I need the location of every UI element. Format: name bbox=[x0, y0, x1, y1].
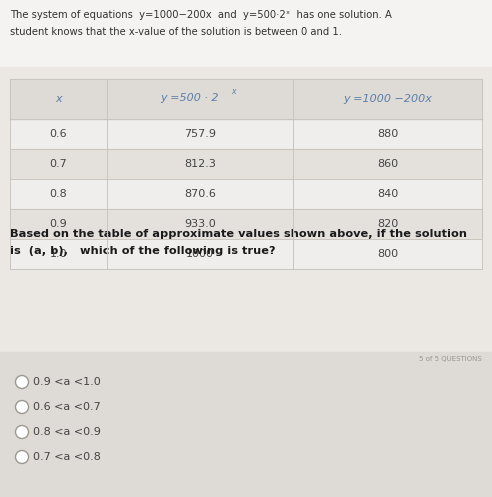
Text: 0.9: 0.9 bbox=[50, 219, 67, 229]
Text: x: x bbox=[55, 94, 62, 104]
Text: Based on the table of approximate values shown above, if the solution: Based on the table of approximate values… bbox=[10, 229, 467, 239]
Text: 812.3: 812.3 bbox=[184, 159, 216, 169]
Bar bbox=[10, 149, 482, 179]
Text: 880: 880 bbox=[377, 129, 398, 139]
Bar bbox=[0, 67, 492, 352]
Circle shape bbox=[16, 425, 29, 438]
Text: 870.6: 870.6 bbox=[184, 189, 216, 199]
Text: 0.7: 0.7 bbox=[50, 159, 67, 169]
Text: 933.0: 933.0 bbox=[184, 219, 216, 229]
Text: 0.7 <a <0.8: 0.7 <a <0.8 bbox=[33, 452, 101, 462]
Text: student knows that the x-value of the solution is between 0 and 1.: student knows that the x-value of the so… bbox=[10, 27, 342, 37]
Text: The system of equations  y=1000−200x  and  y=500·2ˣ  has one solution. A: The system of equations y=1000−200x and … bbox=[10, 10, 392, 20]
Bar bbox=[0, 0, 492, 67]
Bar bbox=[10, 79, 482, 119]
Text: 757.9: 757.9 bbox=[184, 129, 216, 139]
Bar bbox=[10, 119, 482, 149]
Text: 1.0: 1.0 bbox=[50, 249, 67, 259]
Text: 0.8: 0.8 bbox=[50, 189, 67, 199]
Text: 800: 800 bbox=[377, 249, 398, 259]
Circle shape bbox=[16, 376, 29, 389]
Text: 0.8 <a <0.9: 0.8 <a <0.9 bbox=[33, 427, 101, 437]
Text: 0.6: 0.6 bbox=[50, 129, 67, 139]
Bar bbox=[0, 352, 492, 497]
Text: x: x bbox=[231, 86, 235, 95]
Circle shape bbox=[16, 401, 29, 414]
Bar bbox=[10, 209, 482, 239]
Text: 0.9 <a <1.0: 0.9 <a <1.0 bbox=[33, 377, 101, 387]
Text: y =1000 −200x: y =1000 −200x bbox=[343, 94, 432, 104]
Text: 1000: 1000 bbox=[186, 249, 214, 259]
Text: 840: 840 bbox=[377, 189, 398, 199]
Circle shape bbox=[16, 450, 29, 464]
Text: y =500 · 2: y =500 · 2 bbox=[161, 93, 219, 103]
Bar bbox=[10, 239, 482, 269]
Text: 860: 860 bbox=[377, 159, 398, 169]
Text: 5 of 5 QUESTIONS: 5 of 5 QUESTIONS bbox=[419, 356, 482, 362]
Text: is  (a, b),   which of the following is true?: is (a, b), which of the following is tru… bbox=[10, 246, 276, 256]
Text: 820: 820 bbox=[377, 219, 398, 229]
Bar bbox=[10, 179, 482, 209]
Text: 0.6 <a <0.7: 0.6 <a <0.7 bbox=[33, 402, 101, 412]
